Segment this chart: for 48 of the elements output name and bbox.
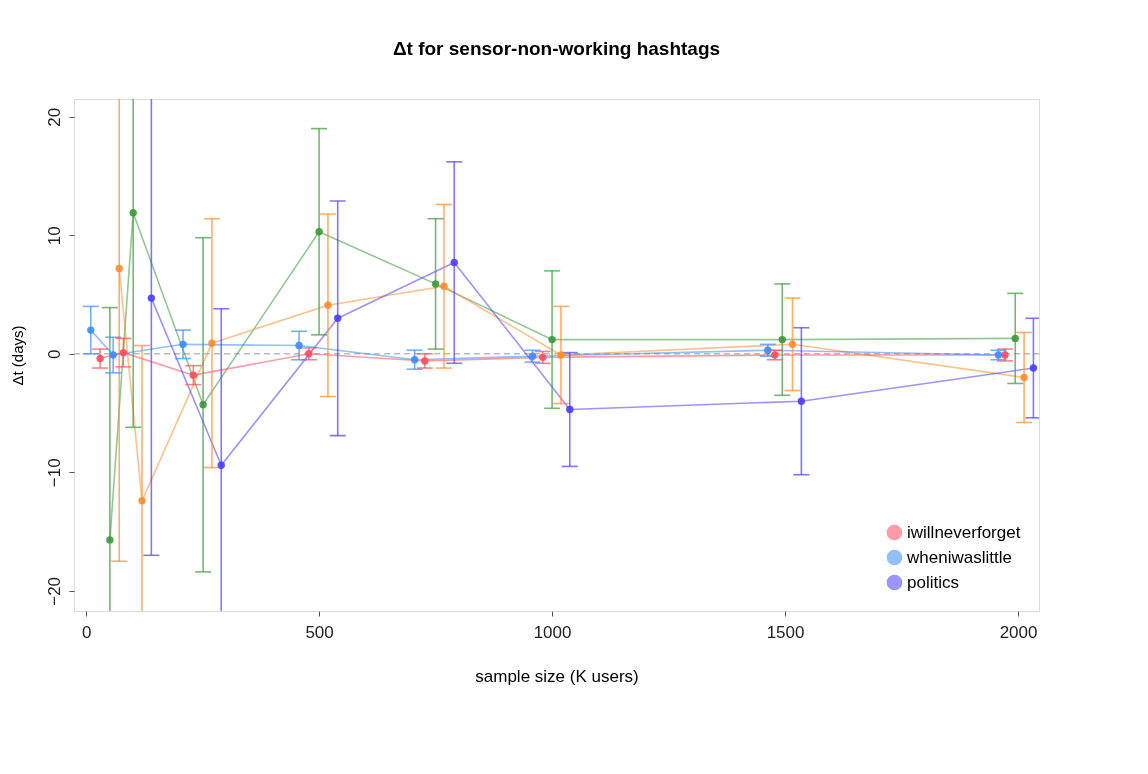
- point: [199, 401, 207, 409]
- point: [797, 397, 806, 405]
- point: [315, 228, 323, 236]
- legend-label: iwillneverforget: [907, 522, 1021, 542]
- point: [431, 280, 440, 288]
- point: [548, 335, 556, 344]
- point: [208, 339, 216, 347]
- point: [788, 340, 797, 349]
- point: [566, 405, 574, 414]
- x-tick-label: 0: [81, 622, 92, 642]
- y-tick-label: 0: [44, 349, 64, 360]
- point: [1011, 334, 1019, 343]
- legend-label: politics: [907, 572, 959, 592]
- point: [109, 351, 117, 359]
- y-tick-label: −10: [44, 458, 64, 488]
- point: [557, 351, 565, 359]
- x-tick-label: 500: [305, 622, 334, 642]
- point: [217, 461, 225, 469]
- y-tick-label: −20: [44, 576, 64, 606]
- legend-label: wheniwaslittle: [906, 547, 1012, 567]
- point: [1020, 373, 1028, 382]
- point: [450, 258, 458, 267]
- point: [87, 326, 95, 334]
- x-axis-title: sample size (K users): [475, 666, 639, 686]
- point: [115, 264, 123, 273]
- point: [334, 314, 342, 322]
- point: [324, 301, 332, 309]
- chart-title: Δt for sensor-non-working hashtags: [392, 38, 721, 59]
- point: [129, 209, 137, 217]
- y-tick-label: 20: [44, 107, 64, 127]
- point: [189, 371, 197, 379]
- point: [96, 354, 104, 363]
- x-tick-label: 1000: [533, 622, 572, 642]
- x-tick-label: 1500: [766, 622, 805, 642]
- point: [179, 340, 187, 349]
- point: [119, 348, 128, 357]
- y-axis-title: Δt (days): [8, 325, 26, 386]
- point: [440, 282, 448, 290]
- point: [778, 335, 786, 344]
- point: [147, 294, 156, 302]
- point: [138, 497, 146, 505]
- point: [295, 341, 303, 350]
- x-tick-label: 2000: [999, 622, 1038, 642]
- point: [106, 536, 114, 544]
- point: [410, 356, 419, 364]
- point: [421, 357, 429, 365]
- point: [1029, 364, 1038, 372]
- y-tick-label: 10: [44, 226, 64, 246]
